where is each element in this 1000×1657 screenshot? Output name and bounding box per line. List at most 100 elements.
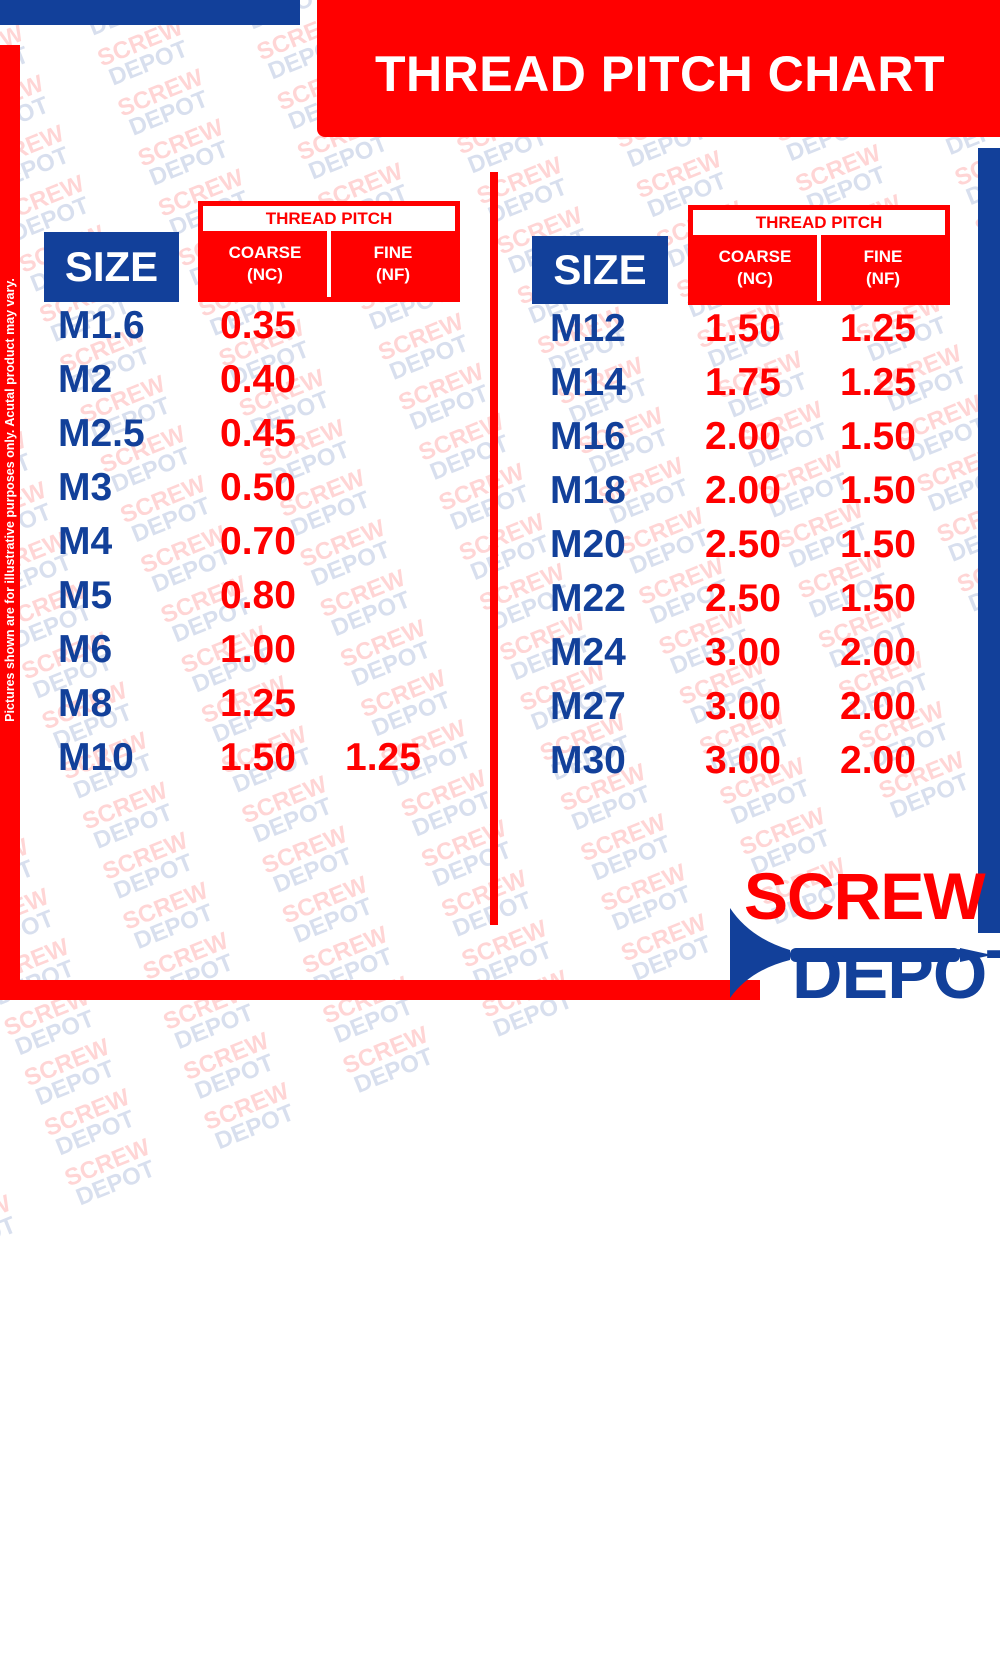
table-row: M14 1.75 1.25 <box>550 356 950 410</box>
table-row: M2.5 0.45 <box>58 407 458 461</box>
coarse-cell: 1.50 <box>705 307 781 350</box>
size-cell: M6 <box>58 628 113 671</box>
size-header: SIZE <box>44 232 179 302</box>
table-row: M22 2.50 1.50 <box>550 572 950 626</box>
table-row: M1.6 0.35 <box>58 299 458 353</box>
table-row: M12 1.50 1.25 <box>550 302 950 356</box>
fine-cell: 1.25 <box>840 361 916 404</box>
column-divider <box>490 172 498 925</box>
coarse-cell: 0.45 <box>220 412 296 455</box>
coarse-cell: 2.50 <box>705 577 781 620</box>
fine-header: FINE (NF) <box>327 231 455 297</box>
size-cell: M3 <box>58 466 113 509</box>
size-header-label: SIZE <box>64 243 159 290</box>
screw-icon <box>730 908 992 998</box>
table-row: M4 0.70 <box>58 515 458 569</box>
table-row: M2 0.40 <box>58 353 458 407</box>
fine-cell: 1.25 <box>840 307 916 350</box>
size-cell: M18 <box>550 469 626 512</box>
size-cell: M22 <box>550 577 626 620</box>
disclaimer-text: Pictures shown are for illustrative purp… <box>3 278 17 722</box>
size-cell: M27 <box>550 685 626 728</box>
size-cell: M16 <box>550 415 626 458</box>
fine-cell: 1.25 <box>345 736 421 779</box>
right-blue-bar <box>978 148 1000 933</box>
coarse-cell: 3.00 <box>705 631 781 674</box>
fine-header: FINE (NF) <box>817 235 945 301</box>
coarse-cell: 0.70 <box>220 520 296 563</box>
fine-cell: 2.00 <box>840 685 916 728</box>
size-cell: M24 <box>550 631 626 674</box>
size-header: SIZE <box>532 236 668 304</box>
size-header-label: SIZE <box>553 246 647 293</box>
size-cell: M30 <box>550 739 626 782</box>
size-cell: M12 <box>550 307 626 350</box>
table-row: M8 1.25 <box>58 677 458 731</box>
coarse-cell: 2.50 <box>705 523 781 566</box>
logo-depot: DEPOT <box>792 935 1000 1013</box>
table-row: M20 2.50 1.50 <box>550 518 950 572</box>
fine-cell: 1.50 <box>840 523 916 566</box>
page-title: THREAD PITCH CHART <box>375 45 946 102</box>
coarse-cell: 0.50 <box>220 466 296 509</box>
coarse-cell: 2.00 <box>705 415 781 458</box>
size-cell: M14 <box>550 361 626 404</box>
coarse-cell: 3.00 <box>705 739 781 782</box>
table-row: M16 2.00 1.50 <box>550 410 950 464</box>
size-cell: M1.6 <box>58 304 145 347</box>
thread-pitch-title: THREAD PITCH <box>693 210 945 235</box>
size-cell: M20 <box>550 523 626 566</box>
screw-depot-logo: SCREW DEPOT <box>730 858 1000 1013</box>
coarse-cell: 1.75 <box>705 361 781 404</box>
thread-pitch-header: THREAD PITCH COARSE (NC) FINE (NF) <box>688 205 950 305</box>
coarse-cell: 2.00 <box>705 469 781 512</box>
coarse-cell: 1.25 <box>220 682 296 725</box>
table-row: M18 2.00 1.50 <box>550 464 950 518</box>
size-cell: M4 <box>58 520 113 563</box>
fine-cell: 1.50 <box>840 577 916 620</box>
thread-pitch-header: THREAD PITCH COARSE (NC) FINE (NF) <box>198 201 460 302</box>
size-cell: M5 <box>58 574 113 617</box>
size-cell: M8 <box>58 682 113 725</box>
coarse-header: COARSE (NC) <box>228 243 302 284</box>
top-blue-bar <box>0 0 300 25</box>
table-row: M6 1.00 <box>58 623 458 677</box>
size-cell: M10 <box>58 736 134 779</box>
table-row: M10 1.50 1.25 <box>58 731 458 785</box>
fine-cell: 1.50 <box>840 415 916 458</box>
logo-screw: SCREW <box>744 859 986 933</box>
title-banner: THREAD PITCH CHART <box>317 0 1000 137</box>
fine-cell: 2.00 <box>840 739 916 782</box>
left-red-strip <box>0 45 20 1000</box>
table-row: M5 0.80 <box>58 569 458 623</box>
bottom-red-bar <box>0 980 760 1000</box>
coarse-header: COARSE (NC) <box>718 247 792 288</box>
fine-cell: 1.50 <box>840 469 916 512</box>
table-row: M27 3.00 2.00 <box>550 680 950 734</box>
coarse-cell: 1.50 <box>220 736 296 779</box>
coarse-cell: 0.35 <box>220 304 296 347</box>
coarse-cell: 0.80 <box>220 574 296 617</box>
coarse-cell: 1.00 <box>220 628 296 671</box>
size-cell: M2.5 <box>58 412 145 455</box>
